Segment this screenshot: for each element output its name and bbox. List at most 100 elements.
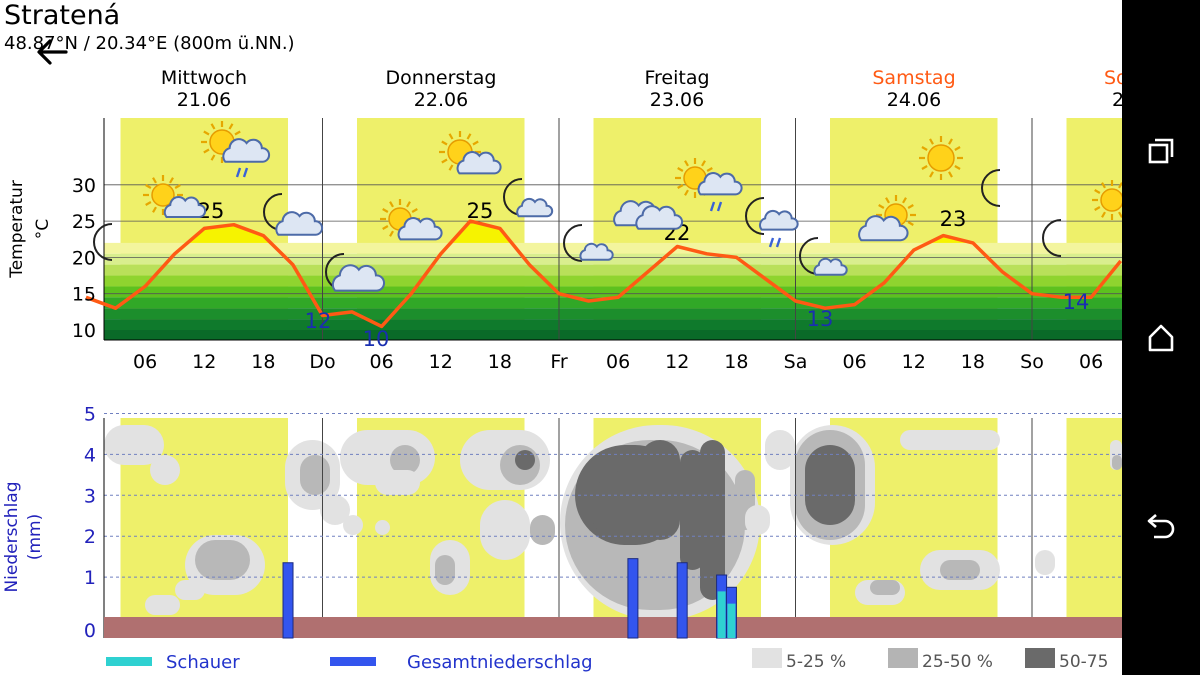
precip-axis-label: Niederschlag [2,481,22,592]
time-tick-label: 12 [665,351,689,373]
precip-tick-label: 1 [84,567,96,589]
day-name: Donnerstag [386,67,497,89]
shower-precip-bar [727,603,736,638]
legend-prob3-label: 50-75 [1059,652,1108,672]
cloud-icon [697,172,743,196]
time-tick-label: 18 [488,351,512,373]
cloud-icon [163,196,207,218]
cloud-icon [397,217,443,241]
total-precip-bar [676,562,688,639]
min-temp-label: 12 [305,309,332,333]
location-coordinates: 48.87°N / 20.34°E (800m ü.NN.) [4,33,295,54]
day-date: 21.06 [177,89,231,111]
day-name: Freitag [644,67,709,89]
temperature-band [104,297,1122,309]
precip-probability-area [870,580,900,595]
moon-icon [93,223,113,261]
precip-probability-area [104,425,164,465]
cloud-icon [275,211,324,236]
min-temp-label: 14 [1063,290,1090,314]
cloud-icon [516,197,554,218]
day-name: Mittwoch [161,67,247,89]
time-tick-label: So [1020,351,1044,373]
total-precip-bar [282,562,294,639]
precip-probability-area [175,580,205,600]
precip-tick-label: 5 [84,404,96,426]
day-date: 2 [1112,89,1122,111]
precip-probability-area [300,455,330,495]
legend-schauer-swatch [106,657,152,666]
time-tick-label: Sa [784,351,808,373]
temperature-band [104,275,1122,287]
time-tick-label: 12 [902,351,926,373]
legend-prob2-swatch [888,648,918,668]
time-tick-label: 06 [370,351,394,373]
legend-prob3-swatch [1025,648,1055,668]
temperature-band [104,264,1122,276]
legend-prob2-label: 25-50 % [922,652,993,672]
time-tick-label: 18 [961,351,985,373]
precip-probability-area [515,450,535,470]
temperature-band [104,242,1122,254]
time-tick-label: 06 [1079,351,1103,373]
day-name: So [1104,67,1122,89]
temperature-tick-label: 30 [72,175,96,197]
rain-drops-icon [709,201,723,212]
legend-prob1-swatch [752,648,782,668]
legend-prob1-label: 5-25 % [786,652,846,672]
precip-probability-area [480,500,530,560]
precip-tick-label: 2 [84,526,96,548]
moon-icon [745,197,765,235]
precip-tick-label: 0 [84,620,96,642]
recent-apps-icon[interactable] [1144,134,1178,168]
time-tick-label: 06 [843,351,867,373]
precip-probability-area [745,505,770,535]
precipitation-panel: 5 4 3 2 1 0 Niederschlag (mm) [2,404,1122,642]
temperature-tick-label: 15 [72,284,96,306]
home-icon[interactable] [1144,321,1178,355]
temperature-axis-label: Temperatur [7,180,27,279]
time-tick-label: 12 [429,351,453,373]
precip-probability-area [1035,550,1055,575]
day-date: 22.06 [414,89,468,111]
precip-probability-area [150,455,180,485]
max-temp-label: 23 [940,207,967,231]
precip-probability-area [805,445,855,525]
moon-icon [563,224,583,262]
legend-gesamt-label: Gesamtniederschlag [407,652,593,673]
temperature-tick-label: 20 [72,247,96,269]
nav-back-icon[interactable] [1144,507,1178,541]
min-temp-label: 10 [363,327,390,351]
temperature-tick-label: 25 [72,211,96,233]
ground-bar [104,617,1122,638]
temperature-band [104,308,1122,320]
sun-icon [1092,180,1122,220]
cloud-icon [222,138,271,163]
time-tick-label: 06 [133,351,157,373]
total-precip-bar [627,558,639,639]
precip-probability-area [320,495,350,525]
legend-gesamt-swatch [330,657,376,666]
temperature-axis-unit: °C [33,219,53,239]
time-tick-label: 18 [724,351,748,373]
cloud-icon [759,209,799,231]
precip-axis-unit: (mm) [25,514,45,560]
day-headers: Mittwoch 21.06 Donnerstag 22.06 Freitag … [161,67,1122,111]
meteogram-screen: Stratená 48.87°N / 20.34°E (800m ü.NN.) … [0,0,1122,675]
precip-probability-area [435,555,455,585]
legend-schauer-label: Schauer [166,652,240,673]
back-arrow-icon[interactable] [34,34,70,70]
precip-probability-area [700,440,725,600]
temperature-band [104,330,1122,341]
rain-drops-icon [235,167,249,178]
moon-icon [981,169,1001,207]
cloud-icon [456,151,502,175]
day-date: 24.06 [887,89,941,111]
precip-probability-area [195,540,250,580]
time-tick-label: Fr [550,351,568,373]
precip-probability-area [145,595,180,615]
max-temp-label: 25 [467,199,494,223]
precip-probability-area [900,430,1000,450]
precip-tick-label: 3 [84,485,96,507]
time-tick-label: Do [309,351,335,373]
